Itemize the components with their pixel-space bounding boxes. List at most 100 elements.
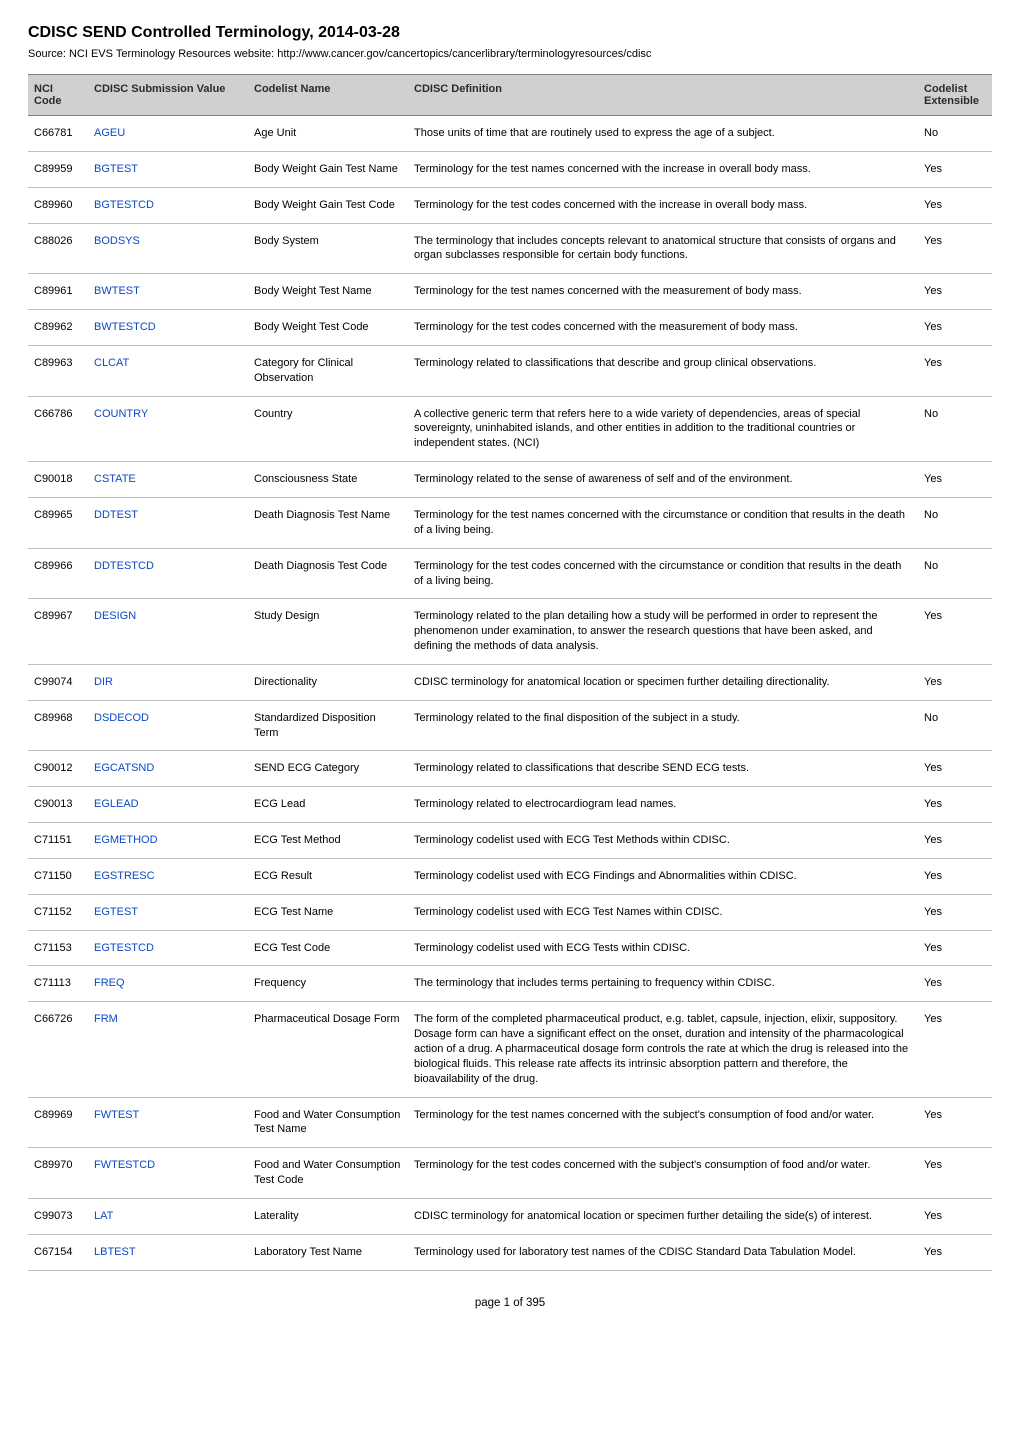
cell-submission-value: LBTEST	[88, 1234, 248, 1270]
cell-submission-value: DSDECOD	[88, 700, 248, 751]
submission-value-link[interactable]: DDTESTCD	[94, 560, 154, 572]
cell-submission-value: DESIGN	[88, 599, 248, 665]
col-header-definition: CDISC Definition	[408, 75, 918, 116]
cell-extensible: No	[918, 497, 992, 548]
table-row: C71150EGSTRESCECG ResultTerminology code…	[28, 858, 992, 894]
table-row: C66726FRMPharmaceutical Dosage FormThe f…	[28, 1002, 992, 1097]
cell-nci-code: C89968	[28, 700, 88, 751]
cell-extensible: Yes	[918, 823, 992, 859]
cell-codelist-name: Body Weight Gain Test Code	[248, 187, 408, 223]
submission-value-link[interactable]: BGTESTCD	[94, 199, 154, 211]
cell-definition: CDISC terminology for anatomical locatio…	[408, 664, 918, 700]
cell-submission-value: AGEU	[88, 116, 248, 152]
cell-nci-code: C89970	[28, 1148, 88, 1199]
table-row: C71152EGTESTECG Test NameTerminology cod…	[28, 894, 992, 930]
cell-extensible: No	[918, 396, 992, 462]
cell-extensible: Yes	[918, 787, 992, 823]
cell-submission-value: EGMETHOD	[88, 823, 248, 859]
submission-value-link[interactable]: BWTESTCD	[94, 321, 156, 333]
submission-value-link[interactable]: FRM	[94, 1013, 118, 1025]
table-row: C89967DESIGNStudy DesignTerminology rela…	[28, 599, 992, 665]
col-header-codelist-name: Codelist Name	[248, 75, 408, 116]
cell-nci-code: C71150	[28, 858, 88, 894]
cell-extensible: Yes	[918, 151, 992, 187]
cell-definition: Terminology for the test codes concerned…	[408, 310, 918, 346]
cell-nci-code: C71152	[28, 894, 88, 930]
cell-codelist-name: Frequency	[248, 966, 408, 1002]
cell-codelist-name: Body Weight Test Code	[248, 310, 408, 346]
submission-value-link[interactable]: EGMETHOD	[94, 834, 158, 846]
cell-submission-value: BODSYS	[88, 223, 248, 274]
cell-submission-value: DDTEST	[88, 497, 248, 548]
submission-value-link[interactable]: CLCAT	[94, 357, 129, 369]
submission-value-link[interactable]: CSTATE	[94, 473, 136, 485]
cell-definition: Terminology related to the final disposi…	[408, 700, 918, 751]
page-footer: page 1 of 395	[28, 1297, 992, 1309]
table-row: C66781AGEUAge UnitThose units of time th…	[28, 116, 992, 152]
submission-value-link[interactable]: EGTESTCD	[94, 942, 154, 954]
cell-definition: The terminology that includes concepts r…	[408, 223, 918, 274]
cell-codelist-name: SEND ECG Category	[248, 751, 408, 787]
submission-value-link[interactable]: FWTEST	[94, 1109, 139, 1121]
table-row: C89959BGTESTBody Weight Gain Test NameTe…	[28, 151, 992, 187]
submission-value-link[interactable]: FREQ	[94, 977, 125, 989]
cell-codelist-name: Body Weight Test Name	[248, 274, 408, 310]
cell-extensible: Yes	[918, 1198, 992, 1234]
cell-codelist-name: Age Unit	[248, 116, 408, 152]
cell-submission-value: BGTESTCD	[88, 187, 248, 223]
submission-value-link[interactable]: DESIGN	[94, 610, 136, 622]
submission-value-link[interactable]: DSDECOD	[94, 712, 149, 724]
cell-submission-value: FWTEST	[88, 1097, 248, 1148]
cell-extensible: Yes	[918, 894, 992, 930]
cell-submission-value: LAT	[88, 1198, 248, 1234]
cell-nci-code: C66781	[28, 116, 88, 152]
submission-value-link[interactable]: EGCATSND	[94, 762, 154, 774]
cell-extensible: Yes	[918, 1002, 992, 1097]
cell-nci-code: C71153	[28, 930, 88, 966]
cell-definition: Terminology related to classifications t…	[408, 751, 918, 787]
cell-definition: Terminology related to electrocardiogram…	[408, 787, 918, 823]
cell-nci-code: C66726	[28, 1002, 88, 1097]
cell-extensible: Yes	[918, 751, 992, 787]
submission-value-link[interactable]: DIR	[94, 676, 113, 688]
submission-value-link[interactable]: BWTEST	[94, 285, 140, 297]
cell-submission-value: EGCATSND	[88, 751, 248, 787]
cell-nci-code: C89965	[28, 497, 88, 548]
cell-definition: The form of the completed pharmaceutical…	[408, 1002, 918, 1097]
table-row: C66786COUNTRYCountryA collective generic…	[28, 396, 992, 462]
col-header-nci-code: NCI Code	[28, 75, 88, 116]
table-row: C89965DDTESTDeath Diagnosis Test NameTer…	[28, 497, 992, 548]
submission-value-link[interactable]: EGSTRESC	[94, 870, 155, 882]
cell-nci-code: C71151	[28, 823, 88, 859]
cell-codelist-name: Body System	[248, 223, 408, 274]
submission-value-link[interactable]: BGTEST	[94, 163, 138, 175]
submission-value-link[interactable]: COUNTRY	[94, 408, 148, 420]
submission-value-link[interactable]: BODSYS	[94, 235, 140, 247]
cell-definition: Terminology codelist used with ECG Test …	[408, 823, 918, 859]
submission-value-link[interactable]: EGLEAD	[94, 798, 139, 810]
source-line: Source: NCI EVS Terminology Resources we…	[28, 48, 992, 60]
submission-value-link[interactable]: LBTEST	[94, 1246, 136, 1258]
submission-value-link[interactable]: EGTEST	[94, 906, 138, 918]
cell-codelist-name: Body Weight Gain Test Name	[248, 151, 408, 187]
cell-definition: The terminology that includes terms pert…	[408, 966, 918, 1002]
table-header-row: NCI Code CDISC Submission Value Codelist…	[28, 75, 992, 116]
submission-value-link[interactable]: LAT	[94, 1210, 113, 1222]
cell-extensible: Yes	[918, 274, 992, 310]
cell-extensible: No	[918, 548, 992, 599]
submission-value-link[interactable]: DDTEST	[94, 509, 138, 521]
cell-codelist-name: Category for Clinical Observation	[248, 345, 408, 396]
cell-extensible: Yes	[918, 310, 992, 346]
cell-codelist-name: ECG Result	[248, 858, 408, 894]
submission-value-link[interactable]: FWTESTCD	[94, 1159, 155, 1171]
cell-extensible: Yes	[918, 1234, 992, 1270]
cell-nci-code: C89969	[28, 1097, 88, 1148]
cell-definition: Terminology for the test names concerned…	[408, 1097, 918, 1148]
table-row: C89963CLCATCategory for Clinical Observa…	[28, 345, 992, 396]
col-header-submission: CDISC Submission Value	[88, 75, 248, 116]
cell-extensible: Yes	[918, 930, 992, 966]
cell-submission-value: FRM	[88, 1002, 248, 1097]
cell-codelist-name: Food and Water Consumption Test Name	[248, 1097, 408, 1148]
table-row: C67154LBTESTLaboratory Test NameTerminol…	[28, 1234, 992, 1270]
submission-value-link[interactable]: AGEU	[94, 127, 125, 139]
